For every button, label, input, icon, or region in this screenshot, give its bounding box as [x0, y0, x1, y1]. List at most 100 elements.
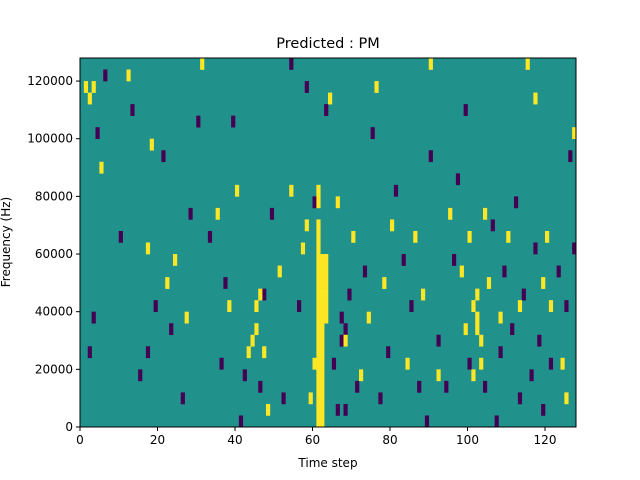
heatmap-cell-low [95, 127, 100, 140]
y-axis-title: Frequency (Hz) [0, 197, 13, 288]
heatmap-cell-high [541, 277, 546, 289]
heatmap-cell-high [316, 357, 321, 370]
x-tick-label: 100 [456, 433, 479, 447]
heatmap-cell-high [324, 311, 329, 324]
y-tick-label: 20000 [35, 362, 73, 376]
heatmap-cell-low [514, 196, 519, 209]
heatmap-cell-high [316, 300, 321, 312]
heatmap-cell-high [471, 300, 476, 312]
heatmap-cells [83, 58, 577, 428]
heatmap-cell-high [483, 207, 488, 220]
heatmap-cell-high [324, 254, 329, 266]
heatmap-cell-high [320, 392, 325, 405]
heatmap-cell-high [200, 58, 205, 70]
x-tick-label: 120 [534, 433, 557, 447]
heatmap-cell-high [320, 288, 325, 301]
heatmap-cell-low [417, 380, 422, 393]
heatmap-cell-high [328, 92, 333, 105]
x-tick-label: 40 [227, 433, 242, 447]
heatmap-cell-high [316, 415, 321, 428]
heatmap-cell-low [521, 288, 526, 301]
heatmap-cell-low [386, 346, 391, 359]
heatmap-cell-high [498, 311, 503, 324]
heatmap-cell-high [335, 196, 340, 209]
heatmap-cell-high [83, 81, 89, 93]
heatmap-cell-low [312, 196, 317, 209]
heatmap-cell-low [339, 311, 344, 324]
y-tick-label: 100000 [27, 132, 73, 146]
heatmap-cell-high [308, 392, 313, 405]
heatmap-cell-high [316, 230, 321, 243]
heatmap-cell-high [316, 323, 321, 336]
heatmap-cell-low [169, 323, 174, 336]
heatmap-cell-high [320, 403, 325, 416]
y-tick-label: 0 [65, 420, 73, 434]
heatmap-cell-high [320, 334, 325, 347]
heatmap-cell-high [548, 300, 554, 312]
heatmap-cell-high [564, 392, 569, 405]
heatmap-cell-high [374, 81, 379, 93]
heatmap-cell-low [564, 300, 569, 312]
heatmap-cell-high [475, 323, 480, 336]
y-tick-label: 60000 [35, 247, 73, 261]
heatmap-cell-high [320, 357, 325, 370]
heatmap-cell-high [316, 288, 321, 301]
x-tick-label: 0 [76, 433, 84, 447]
heatmap-cell-high [145, 242, 151, 255]
heatmap-cell-high [254, 300, 259, 312]
heatmap-cell-low [467, 357, 472, 370]
heatmap-cell-high [184, 311, 189, 324]
heatmap-cell-high [448, 207, 453, 220]
heatmap-cell-low [289, 58, 294, 70]
heatmap-cell-high [428, 58, 433, 70]
heatmap-cell-high [517, 300, 523, 312]
heatmap-cell-low [548, 357, 554, 370]
heatmap-cell-low [196, 115, 201, 128]
heatmap-cell-high [316, 265, 321, 278]
heatmap-cell-low [223, 277, 228, 289]
heatmap-cell-high [277, 265, 282, 278]
heatmap-cell-low [238, 415, 244, 428]
heatmap-cell-high [343, 334, 348, 347]
heatmap-cell-high [475, 311, 480, 324]
heatmap-cell-low [455, 173, 461, 186]
heatmap-cell-high [413, 230, 418, 243]
heatmap-cell-high [300, 242, 306, 255]
heatmap-cell-low [463, 104, 468, 116]
heatmap-cell-low [533, 242, 538, 255]
heatmap-cell-low [343, 403, 348, 416]
heatmap-cell-low [297, 300, 302, 312]
heatmap-cell-high [405, 357, 410, 370]
heatmap-cell-high [149, 138, 154, 151]
heatmap-cell-low [118, 230, 123, 243]
heatmap-cell-high [525, 58, 530, 70]
heatmap-cell-low [537, 334, 542, 347]
heatmap-cell-low [130, 104, 135, 116]
heatmap-cell-low [556, 265, 561, 278]
heatmap-cell-low [502, 265, 507, 278]
heatmap-cell-low [269, 207, 275, 220]
heatmap-cell-low [87, 346, 92, 359]
heatmap-cell-high [463, 323, 468, 336]
heatmap-cell-high [366, 311, 371, 324]
heatmap-cell-low [444, 380, 449, 393]
heatmap-cell-low [424, 415, 430, 428]
heatmap-cell-high [316, 184, 321, 197]
heatmap-cell-low [207, 230, 213, 243]
heatmap-cell-low [436, 334, 441, 347]
heatmap-cell-high [421, 288, 426, 301]
heatmap-cell-high [320, 346, 325, 359]
heatmap-cell-low [529, 369, 534, 382]
x-tick-label: 80 [382, 433, 397, 447]
heatmap-cell-low [219, 357, 224, 370]
heatmap-cell-high [99, 161, 104, 174]
heatmap-cell-high [316, 392, 321, 405]
heatmap-cell-high [459, 265, 464, 278]
heatmap-cell-high [246, 346, 251, 359]
heatmap-cell-high [266, 403, 271, 416]
heatmap-cell-high [258, 288, 263, 301]
heatmap-cell-low [91, 311, 96, 324]
heatmap-cell-high [126, 69, 131, 82]
heatmap-cell-high [351, 230, 356, 243]
heatmap-cell-high [545, 230, 550, 243]
